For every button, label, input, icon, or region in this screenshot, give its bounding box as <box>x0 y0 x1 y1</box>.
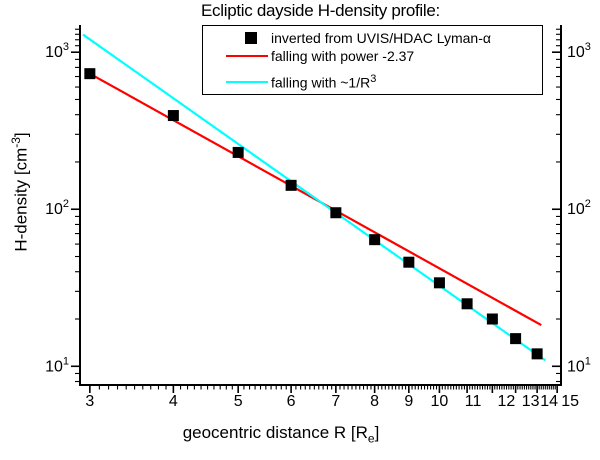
x-tick-label: 5 <box>234 393 243 410</box>
x-tick-label: 12 <box>497 393 515 410</box>
x-tick-label: 6 <box>287 393 296 410</box>
data-point <box>461 298 473 310</box>
legend-item-power-fit: falling with power -2.37 <box>203 47 414 65</box>
x-tick-label: 4 <box>169 393 178 410</box>
data-point <box>433 277 445 289</box>
data-point <box>232 146 244 158</box>
x-tick-label: 14 <box>540 393 558 410</box>
legend-marker-cell <box>203 73 271 91</box>
data-point <box>84 68 96 80</box>
data-point <box>531 348 543 360</box>
red-line-marker-icon <box>226 55 268 58</box>
legend: inverted from UVIS/HDAC Lyman-α falling … <box>202 25 543 95</box>
legend-item-data: inverted from UVIS/HDAC Lyman-α <box>203 29 491 47</box>
legend-marker-cell <box>203 47 271 65</box>
x-tick-label: 15 <box>561 393 579 410</box>
legend-item-r3-fit: falling with ~1/R3 <box>203 73 376 91</box>
y-tick-label: 103 <box>567 41 591 61</box>
x-axis-title: geocentric distance R [Re] <box>182 423 380 446</box>
square-marker-icon <box>245 32 257 44</box>
x-tick-label: 10 <box>431 393 449 410</box>
x-tick-label: 9 <box>404 393 413 410</box>
x-tick-label: 11 <box>465 393 482 410</box>
data-point <box>369 234 381 246</box>
y-axis-left: 101 102 103 <box>45 28 80 383</box>
x-axis: 3 4 5 6 7 8 9 10 11 12 13 14 15 <box>85 385 579 410</box>
legend-label: inverted from UVIS/HDAC Lyman-α <box>271 30 491 46</box>
legend-label: falling with power -2.37 <box>271 48 415 64</box>
chart-title: Ecliptic dayside H-density profile: <box>201 1 440 20</box>
series-uvis_hdac_data <box>84 68 543 360</box>
data-point <box>403 256 415 268</box>
data-point <box>330 207 342 219</box>
legend-marker-cell <box>203 29 271 47</box>
cyan-line-marker-icon <box>226 81 268 84</box>
y-axis-title: H-density [cm-3] <box>9 132 31 252</box>
x-tick-label: 13 <box>522 393 540 410</box>
plot-frame <box>79 25 562 386</box>
x-tick-label: 7 <box>331 393 340 410</box>
x-tick-label: 3 <box>85 393 94 410</box>
data-point <box>486 313 498 325</box>
y-tick-label: 101 <box>45 355 69 375</box>
y-axis-right: 101 102 103 <box>552 28 591 383</box>
data-point <box>510 333 522 345</box>
x-tick-label: 8 <box>370 393 379 410</box>
y-tick-label: 102 <box>45 198 69 218</box>
data-point <box>285 179 297 191</box>
y-tick-label: 101 <box>567 355 591 375</box>
data-point <box>167 110 179 122</box>
y-tick-label: 102 <box>567 198 591 218</box>
y-tick-label: 103 <box>45 41 69 61</box>
legend-label: falling with ~1/R3 <box>271 73 377 91</box>
